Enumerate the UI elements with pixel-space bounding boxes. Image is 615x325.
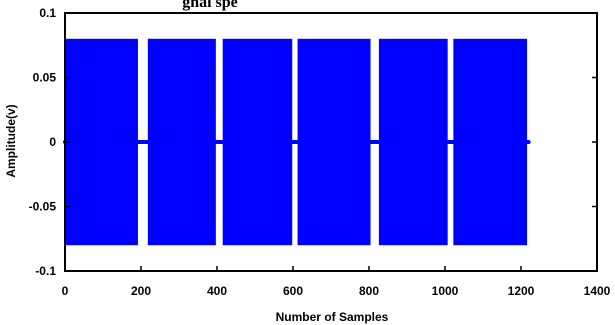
signal-burst-5 xyxy=(378,38,448,246)
signal-burst-6 xyxy=(453,38,528,246)
x-tick-label: 600 xyxy=(283,284,303,298)
signal-burst-3 xyxy=(222,38,293,246)
axes: 0 200 400 600 800 1000 1200 1400 0.1 0.05 0 -0.05 -0… xyxy=(29,6,611,298)
signal-burst-1 xyxy=(65,38,138,246)
x-tick-label: 400 xyxy=(207,284,227,298)
x-tick-label: 1000 xyxy=(432,284,459,298)
x-tick-label: 1400 xyxy=(584,284,611,298)
plot-area xyxy=(63,38,531,246)
chart-title: gnal spe xyxy=(182,0,238,11)
x-tick-label: 0 xyxy=(62,284,69,298)
y-tick-label: -0.05 xyxy=(29,200,57,214)
y-tick-label: 0.1 xyxy=(39,6,56,20)
y-tick-label: -0.1 xyxy=(35,264,56,278)
x-tick-label: 200 xyxy=(131,284,151,298)
x-axis-label: Number of Samples xyxy=(276,310,389,324)
y-tick-label: 0 xyxy=(49,135,56,149)
x-tick-label: 800 xyxy=(359,284,379,298)
signal-burst-2 xyxy=(147,38,216,246)
x-tick-label: 1200 xyxy=(508,284,535,298)
y-tick-label: 0.05 xyxy=(33,71,57,85)
y-axis-label: Amplitude(v) xyxy=(4,104,18,177)
signal-burst-4 xyxy=(297,38,371,246)
